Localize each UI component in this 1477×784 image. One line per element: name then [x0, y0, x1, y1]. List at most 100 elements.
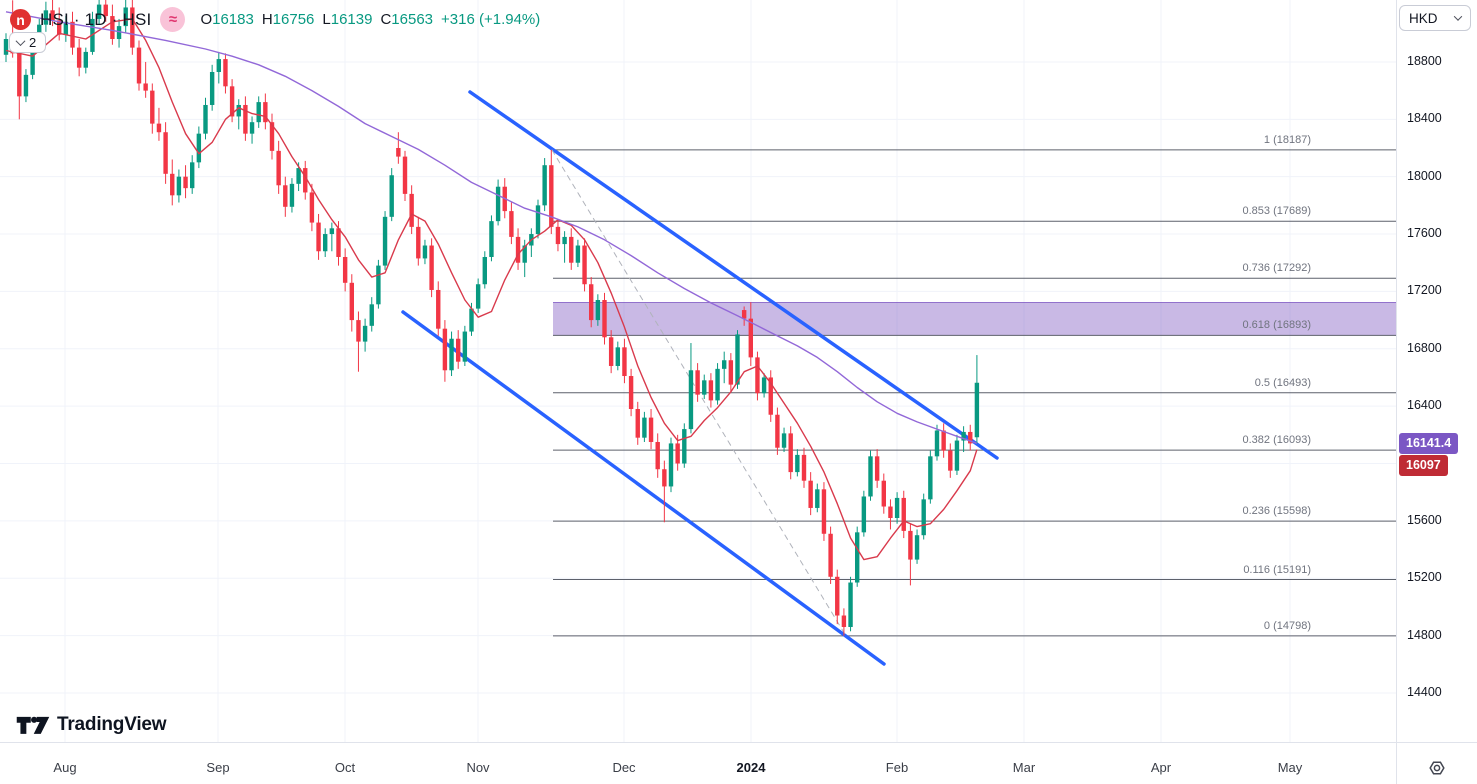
candle-body: [655, 441, 660, 470]
low-label: L: [322, 11, 331, 28]
candle-body: [96, 4, 102, 19]
candle-body: [23, 74, 29, 97]
candle-body: [835, 576, 840, 616]
axis-corner-separator: [1396, 742, 1397, 784]
channel-lower-trendline[interactable]: [401, 310, 886, 666]
candle-body: [356, 320, 361, 342]
candle-body: [296, 168, 301, 184]
candle-body: [781, 433, 787, 448]
price-tick-label: 14800: [1407, 627, 1442, 642]
candle-body: [83, 51, 88, 68]
candle-body: [489, 221, 494, 257]
candle-body: [702, 380, 707, 395]
ma-value-badge: 16097: [1399, 455, 1448, 477]
candle-body: [469, 308, 474, 332]
candle-body: [815, 489, 820, 508]
candle-body: [868, 456, 873, 497]
candle-body: [422, 245, 428, 259]
candle-body: [861, 496, 867, 533]
candle-body: [110, 16, 115, 40]
price-tick-label: 15600: [1407, 512, 1442, 527]
candle-body: [968, 431, 973, 444]
candle-body: [934, 430, 940, 457]
candle-body: [921, 499, 926, 536]
candle-body: [888, 506, 893, 518]
candle-body: [735, 334, 740, 385]
low-value: 16139: [330, 11, 373, 28]
candle-body: [123, 7, 128, 27]
chevron-down-icon: [15, 36, 26, 47]
chart-canvas[interactable]: [0, 0, 1396, 742]
candle-body: [203, 104, 208, 134]
candle-body: [349, 282, 354, 321]
candle-body: [196, 133, 202, 163]
candle-body: [223, 59, 228, 87]
candle-body: [482, 256, 487, 285]
candle-body: [63, 21, 69, 35]
candle-body: [515, 236, 521, 263]
fib-retracement-drawing[interactable]: [553, 149, 1396, 637]
chevron-down-icon: [1453, 12, 1463, 21]
chart-plot-area[interactable]: 1 (18187) 0.853 (17689) 0.736 (17292) 0.618…: [0, 0, 1396, 742]
candle-body: [475, 284, 481, 309]
price-tick-label: 17200: [1407, 283, 1442, 298]
candle-body: [974, 382, 980, 438]
candle-body: [43, 10, 49, 25]
price-tick-label: 15200: [1407, 570, 1442, 585]
candle-body: [542, 165, 547, 206]
candle-body: [249, 122, 255, 134]
candle-body: [336, 228, 341, 257]
candle-body: [442, 328, 448, 371]
time-tick-label: Apr: [1150, 760, 1172, 775]
candle-body: [914, 535, 920, 560]
candle-body: [456, 338, 461, 362]
candle-body: [130, 7, 135, 48]
candle-body: [795, 454, 800, 473]
time-tick-label: May: [1277, 760, 1303, 775]
symbol-title[interactable]: HSI · 1D · HSI: [40, 9, 152, 29]
candle-body: [562, 236, 567, 245]
time-tick-label: 2024: [736, 760, 766, 775]
tradingview-brand-text: TradingView: [57, 714, 167, 735]
candle-body: [283, 185, 288, 207]
candle-body: [50, 10, 55, 21]
tradingview-mark-icon: [16, 716, 50, 734]
candle-body: [402, 156, 408, 194]
indicator-approx-icon[interactable]: ≈: [160, 7, 186, 32]
price-tick-label: 16400: [1407, 398, 1442, 413]
candle-body: [236, 104, 241, 117]
ma-fast-red[interactable]: [5, 18, 978, 561]
candle-body: [57, 20, 62, 35]
price-axis[interactable]: 18800 18400 18000 17600 17200 16800 16400 15600…: [1396, 0, 1477, 742]
candle-body: [342, 256, 348, 283]
candle-body: [289, 183, 295, 207]
candle-body: [369, 304, 374, 326]
candle-body: [309, 192, 315, 223]
candle-body: [682, 429, 687, 464]
candle-body: [183, 176, 188, 189]
candle-body: [269, 122, 275, 151]
indicators-collapse-button[interactable]: 2: [9, 32, 47, 53]
candle-body: [229, 86, 235, 117]
high-value: 16756: [272, 11, 315, 28]
time-tick-label: Mar: [1012, 760, 1036, 775]
channel-upper-trendline[interactable]: [468, 90, 999, 460]
candle-body: [396, 147, 401, 157]
candle-body: [602, 300, 607, 338]
candle-body: [376, 265, 381, 305]
ma-slow-purple[interactable]: [5, 11, 978, 444]
indicators-count: 2: [29, 35, 37, 50]
candle-body: [382, 216, 388, 266]
time-axis[interactable]: Aug Sep Oct Nov Dec 2024 Feb Mar Apr May: [0, 742, 1477, 784]
ohlc-readout: O16183 H16756 L16139 C16563 +316 (+1.94%…: [200, 11, 540, 28]
candle-body: [648, 417, 654, 442]
tradingview-logo[interactable]: TradingView: [16, 714, 167, 736]
candle-body: [695, 370, 700, 395]
candle-body: [170, 173, 175, 196]
currency-selector-button[interactable]: HKD: [1399, 5, 1471, 31]
candle-body: [156, 123, 162, 133]
time-tick-label: Oct: [334, 760, 356, 775]
candle-body: [535, 205, 541, 235]
candle-body: [808, 480, 813, 508]
settings-gear-icon[interactable]: [1424, 755, 1450, 781]
